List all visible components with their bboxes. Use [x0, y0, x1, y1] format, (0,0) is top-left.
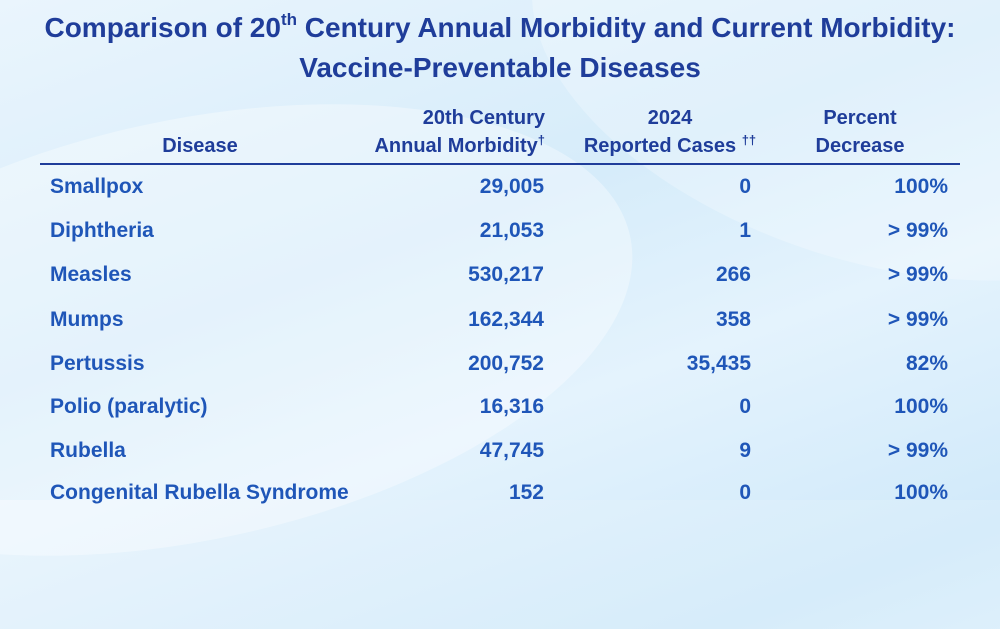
percent-decrease-value: > 99%: [887, 263, 948, 286]
title-line-2: Vaccine-Preventable Diseases: [299, 52, 701, 83]
header-decrease-line1: Percent: [823, 107, 897, 129]
disease-name: Congenital Rubella Syndrome: [50, 481, 349, 504]
title-superscript: th: [280, 9, 297, 29]
reported-cases-value: 0: [739, 395, 751, 418]
disease-name: Polio (paralytic): [50, 395, 208, 418]
table-row: Measles 530,217 266 > 99%: [0, 260, 1000, 290]
title-line-1: Comparison of 20th Century Annual Morbid…: [0, 8, 1000, 48]
slide-title: Comparison of 20th Century Annual Morbid…: [0, 8, 1000, 88]
header-annual-morbidity: 20th Century Annual Morbidity†: [330, 104, 545, 160]
percent-decrease-value: 100%: [894, 481, 948, 504]
table-row: Diphtheria 21,053 1 > 99%: [0, 216, 1000, 246]
annual-morbidity-value: 47,745: [479, 439, 544, 462]
header-reported-line1: 2024: [647, 107, 693, 129]
disease-name: Diphtheria: [50, 219, 154, 242]
annual-morbidity-value: 530,217: [468, 263, 544, 286]
reported-cases-value: 9: [739, 439, 751, 462]
header-decrease-line2: Decrease: [815, 135, 905, 157]
annual-morbidity-value: 162,344: [468, 308, 544, 331]
reported-cases-value: 0: [739, 481, 751, 504]
percent-decrease-value: > 99%: [887, 308, 948, 331]
disease-name: Measles: [50, 263, 132, 286]
table-row: Pertussis 200,752 35,435 82%: [0, 349, 1000, 379]
header-reported-label: Reported Cases: [583, 135, 737, 157]
header-morbidity-line1: 20th Century: [422, 107, 545, 129]
title-text-a: Comparison of 20: [44, 12, 281, 43]
dagger-mark: †: [537, 132, 545, 148]
header-percent-decrease: Percent Decrease: [800, 104, 920, 160]
title-text-b: Century Annual Morbidity and Current Mor…: [297, 12, 956, 43]
disease-name: Rubella: [50, 439, 126, 462]
reported-cases-value: 1: [739, 219, 751, 242]
double-dagger-mark: ††: [741, 132, 757, 148]
percent-decrease-value: 82%: [905, 352, 948, 375]
table-row: Polio (paralytic) 16,316 0 100%: [0, 392, 1000, 422]
annual-morbidity-value: 21,053: [479, 219, 544, 242]
percent-decrease-value: 100%: [894, 175, 948, 198]
disease-name: Pertussis: [50, 352, 145, 375]
table-row: Mumps 162,344 358 > 99%: [0, 305, 1000, 335]
header-reported-line2: Reported Cases ††: [560, 132, 780, 160]
percent-decrease-value: > 99%: [887, 439, 948, 462]
table-row: Congenital Rubella Syndrome 152 0 100%: [0, 478, 1000, 508]
percent-decrease-value: > 99%: [887, 219, 948, 242]
reported-cases-value: 266: [715, 263, 751, 286]
percent-decrease-value: 100%: [894, 395, 948, 418]
disease-name: Smallpox: [50, 175, 144, 198]
header-morbidity-label: Annual Morbidity: [374, 135, 538, 157]
header-divider: [40, 163, 960, 165]
reported-cases-value: 0: [739, 175, 751, 198]
header-morbidity-line2: Annual Morbidity†: [330, 132, 545, 160]
header-disease: Disease: [162, 135, 238, 157]
annual-morbidity-value: 152: [508, 481, 544, 504]
annual-morbidity-value: 200,752: [468, 352, 544, 375]
reported-cases-value: 35,435: [686, 352, 751, 375]
disease-name: Mumps: [50, 308, 124, 331]
table-row: Smallpox 29,005 0 100%: [0, 172, 1000, 202]
header-reported-cases: 2024 Reported Cases ††: [560, 104, 780, 160]
table-row: Rubella 47,745 9 > 99%: [0, 436, 1000, 466]
annual-morbidity-value: 16,316: [479, 395, 544, 418]
reported-cases-value: 358: [715, 308, 751, 331]
annual-morbidity-value: 29,005: [479, 175, 544, 198]
